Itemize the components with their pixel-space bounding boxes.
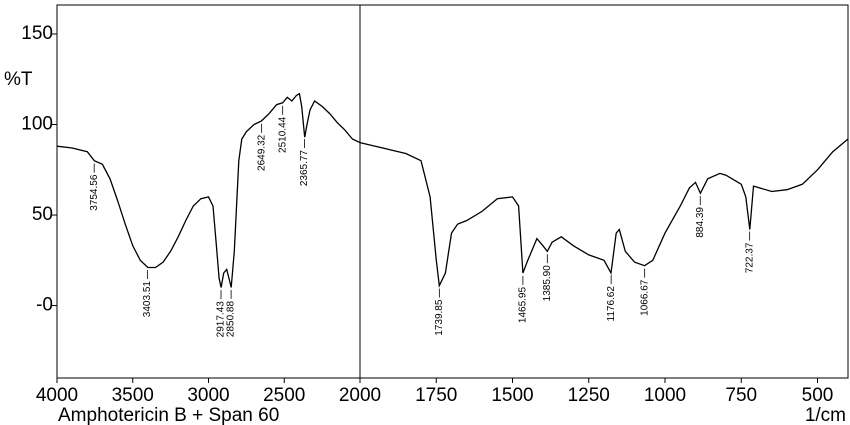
peak-label: 3403.51 (142, 281, 153, 318)
x-tick-label: 750 (725, 385, 757, 406)
peak-label: 1739.85 (434, 299, 445, 336)
peak-label: 1176.62 (606, 286, 617, 322)
x-axis-label: 1/cm (805, 405, 846, 425)
chart-title: Amphotericin B + Span 60 (58, 405, 279, 425)
x-tick-label: 2000 (339, 385, 381, 406)
x-tick-label: 1000 (644, 385, 686, 406)
y-axis-label: %T (4, 69, 33, 90)
x-tick-label: 2500 (263, 385, 305, 406)
peak-label: 1066.67 (639, 279, 650, 316)
x-tick-label: 4000 (36, 385, 78, 406)
spectrum-line (56, 92, 849, 288)
peak-label: 2850.88 (226, 301, 237, 338)
peak-label: 1465.95 (518, 287, 529, 324)
x-tick-label: 1750 (415, 385, 457, 406)
peak-label: 2365.77 (299, 150, 310, 187)
peak-label: 1385.90 (542, 265, 553, 302)
peak-label: 3754.56 (89, 174, 100, 211)
peak-label: 884.39 (695, 207, 706, 238)
peak-label: 722.37 (744, 242, 755, 273)
y-tick-label: 100 (21, 114, 53, 135)
x-tick-label: 1500 (491, 385, 533, 406)
peak-label: 2917.43 (216, 301, 227, 338)
x-tick-label: 3500 (112, 385, 154, 406)
plot-frame (56, 4, 849, 379)
x-tick-label: 1250 (568, 385, 610, 406)
peak-label: 2649.32 (256, 134, 267, 171)
x-tick-label: 3000 (187, 385, 229, 406)
y-tick-label: 150 (21, 23, 53, 44)
y-tick-label: -0 (36, 295, 53, 316)
peak-label: 2510.44 (277, 116, 288, 153)
y-tick-label: 50 (32, 204, 53, 225)
x-tick-label: 500 (802, 385, 834, 406)
